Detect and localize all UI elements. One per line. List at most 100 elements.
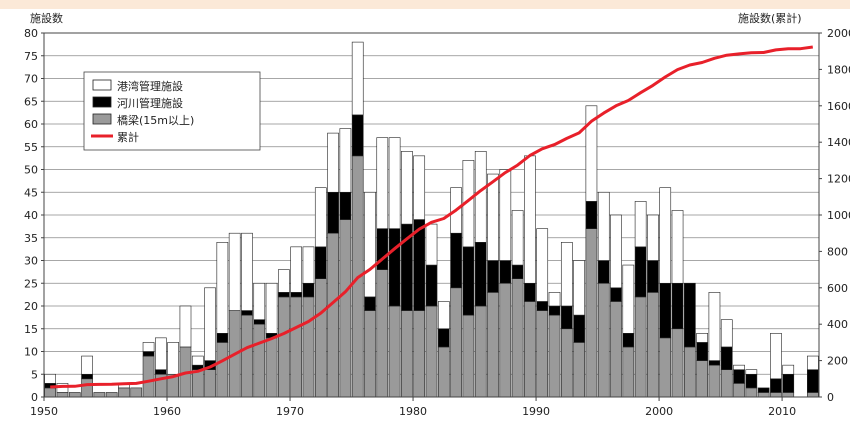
bar-harbor xyxy=(499,169,512,261)
bar-harbor xyxy=(204,287,216,361)
bar-river xyxy=(327,191,339,234)
bar-bridge xyxy=(278,296,290,398)
y-left-tick-label: 80 xyxy=(24,27,38,40)
bar-bridge xyxy=(511,278,524,398)
x-tick-label: 2010 xyxy=(768,405,796,418)
bar-bridge xyxy=(499,282,512,398)
y-left-tick-label: 75 xyxy=(24,50,38,63)
bar-harbor xyxy=(265,282,278,334)
bar-river xyxy=(351,114,364,157)
bar-bridge xyxy=(216,342,229,398)
y-left-tick-label: 5 xyxy=(31,368,38,381)
bar-bridge xyxy=(437,346,450,398)
bar-bridge xyxy=(548,314,561,398)
bar-bridge xyxy=(314,278,327,398)
bar-river xyxy=(597,260,610,284)
bar-harbor xyxy=(142,342,155,352)
bar-bridge xyxy=(130,387,143,398)
bar-harbor xyxy=(573,260,585,316)
bar-river xyxy=(450,232,462,289)
bar-bridge xyxy=(671,328,684,398)
bar-river xyxy=(339,191,352,220)
bar-harbor xyxy=(167,342,180,375)
y-left-tick-label: 10 xyxy=(24,346,38,359)
bar-river xyxy=(155,369,167,375)
bar-harbor xyxy=(474,151,487,243)
bar-river xyxy=(720,346,733,371)
y-left-tick-label: 50 xyxy=(24,164,38,177)
bar-bridge xyxy=(413,310,426,398)
bar-bridge xyxy=(745,387,758,398)
bar-bridge xyxy=(68,392,81,398)
y-axis-right-label: 施設数(累計) xyxy=(738,11,802,25)
bar-bridge xyxy=(647,292,659,398)
bar-river xyxy=(573,314,585,343)
y-left-tick-label: 70 xyxy=(24,73,38,86)
bar-harbor xyxy=(376,137,389,229)
y-left-tick-label: 25 xyxy=(24,277,38,290)
bar-harbor xyxy=(81,355,93,375)
bar-harbor xyxy=(782,364,795,375)
bar-river xyxy=(388,228,401,307)
bar-river xyxy=(671,282,684,330)
bar-river xyxy=(782,373,795,393)
bar-bridge xyxy=(142,355,155,398)
bar-bridge xyxy=(733,383,745,398)
x-tick-label: 2000 xyxy=(645,405,673,418)
bar-bridge xyxy=(401,310,413,398)
y-right-tick-label: 600 xyxy=(827,282,848,295)
y-axis-left: 0 5 10 15 20 25 30 35 40 45 50 55 60 65 70 75 80 xyxy=(24,27,44,404)
bar-bridge xyxy=(770,392,782,398)
bar-bridge xyxy=(450,287,462,398)
bar-harbor xyxy=(548,292,561,307)
bar-river xyxy=(487,260,499,293)
bar-river xyxy=(683,282,696,348)
bar-bridge xyxy=(536,310,549,398)
y-axis-left-label: 施設数 xyxy=(30,11,63,25)
bar-harbor xyxy=(314,187,327,248)
bar-harbor xyxy=(339,128,352,193)
x-tick-label: 1990 xyxy=(522,405,550,418)
bar-river xyxy=(216,332,229,343)
bar-harbor xyxy=(278,269,290,293)
bar-harbor xyxy=(671,210,684,284)
bar-river xyxy=(302,282,315,298)
bar-harbor xyxy=(560,242,573,307)
y-right-tick-label: 1000 xyxy=(827,209,850,222)
bar-harbor xyxy=(511,210,524,266)
bar-harbor xyxy=(302,246,315,284)
bar-harbor xyxy=(659,187,672,284)
bar-river xyxy=(474,242,487,307)
bar-harbor xyxy=(253,282,266,320)
bar-harbor xyxy=(388,137,401,229)
bar-bridge xyxy=(44,387,56,398)
bar-river xyxy=(241,310,253,316)
bar-harbor xyxy=(610,214,622,289)
bar-bridge xyxy=(610,301,622,398)
x-axis: 1950 1960 1970 1980 1990 2000 2010 xyxy=(30,397,796,418)
bar-harbor xyxy=(191,355,204,366)
bar-river xyxy=(634,246,647,298)
legend-box xyxy=(83,71,261,151)
bar-harbor xyxy=(807,355,819,370)
bar-bridge xyxy=(585,228,598,398)
bar-harbor xyxy=(179,305,192,348)
bar-bridge xyxy=(782,392,795,398)
bar-harbor xyxy=(241,232,253,311)
top-band xyxy=(0,0,850,9)
bar-river xyxy=(425,264,438,307)
bar-river xyxy=(807,369,819,393)
x-tick-label: 1950 xyxy=(30,405,58,418)
y-left-tick-label: 15 xyxy=(24,323,38,336)
y-right-tick-label: 1400 xyxy=(827,136,850,149)
bar-bridge xyxy=(597,282,610,398)
bar-bridge xyxy=(708,364,721,398)
bar-harbor xyxy=(413,155,426,220)
legend-label: 累計 xyxy=(117,130,139,144)
bar-river xyxy=(659,282,672,339)
bar-bridge xyxy=(474,305,487,398)
bar-bridge xyxy=(327,232,339,398)
bar-river xyxy=(253,319,266,325)
